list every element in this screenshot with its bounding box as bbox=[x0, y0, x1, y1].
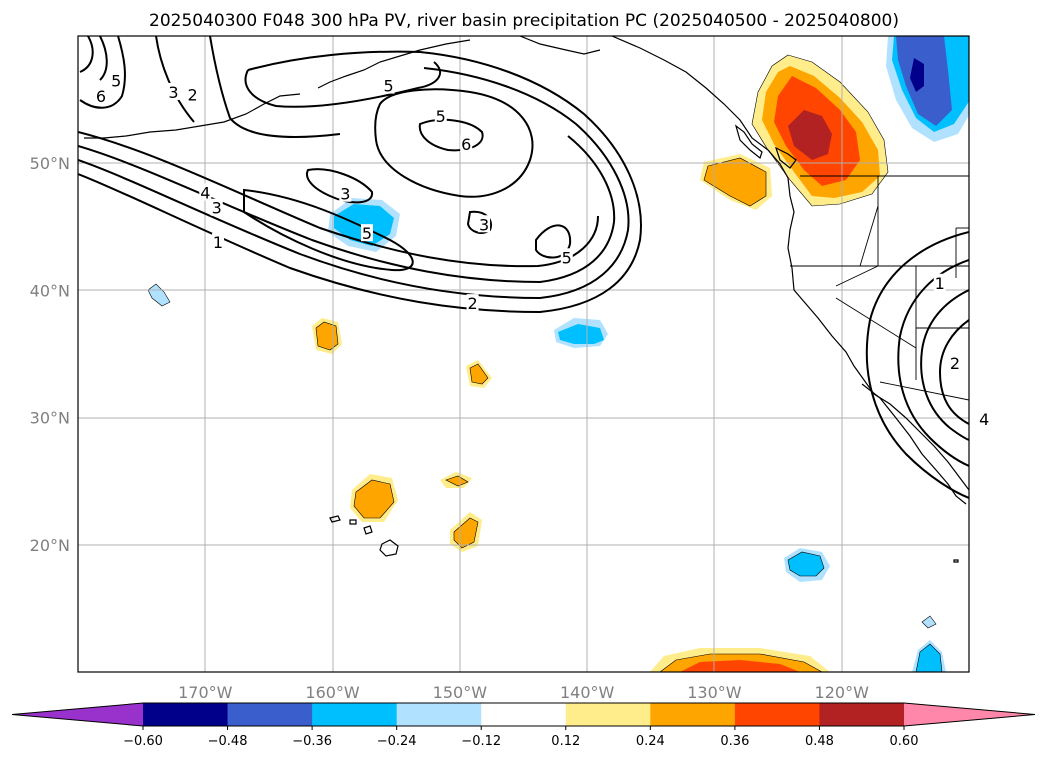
lon-tick-label: 170°W bbox=[178, 683, 233, 702]
pv-contour-label: 1 bbox=[213, 233, 223, 252]
contour-label-bg bbox=[167, 82, 180, 100]
colorbar-extend-low bbox=[12, 703, 143, 726]
contour-label-bg bbox=[933, 273, 946, 291]
pv-contour-label: 4 bbox=[200, 183, 210, 202]
contour-label-bg bbox=[110, 71, 123, 89]
lat-tick-label: 40°N bbox=[30, 281, 70, 300]
precip-positive-region bbox=[469, 363, 489, 385]
pv-contour-label: 6 bbox=[96, 87, 106, 106]
contour-label-bg bbox=[360, 224, 373, 242]
colorbar-bin bbox=[819, 703, 905, 726]
map-area bbox=[78, 36, 969, 672]
colorbar-tick-label: 0.60 bbox=[890, 734, 919, 749]
contour-label-bg bbox=[478, 215, 491, 233]
pv-contour-label: 2 bbox=[950, 354, 960, 373]
precip-negative-region bbox=[558, 324, 604, 344]
colorbar bbox=[11, 702, 1036, 727]
pv-contour-label: 3 bbox=[340, 185, 350, 204]
precip-positive-region bbox=[788, 110, 832, 160]
precip-positive-region bbox=[315, 321, 339, 351]
precip-shading bbox=[147, 36, 969, 672]
latitude-tick-labels: 20°N 30°N 40°N 50°N bbox=[30, 154, 70, 555]
colorbar-tick-label: −0.36 bbox=[292, 734, 332, 749]
colorbar-tick-label: −0.24 bbox=[377, 734, 417, 749]
pv-contour-label: 5 bbox=[562, 248, 572, 267]
colorbar-bin bbox=[143, 703, 229, 726]
precip-negative-region bbox=[910, 58, 924, 92]
lon-tick-label: 140°W bbox=[560, 683, 615, 702]
colorbar-bin bbox=[481, 703, 567, 726]
graticule bbox=[78, 36, 969, 672]
contour-label-bg bbox=[212, 233, 225, 251]
lat-tick-label: 50°N bbox=[30, 154, 70, 173]
pv-contour-label: 6 bbox=[461, 135, 471, 154]
contour-label-bg bbox=[210, 198, 223, 216]
pv-contour-label: 2 bbox=[467, 294, 477, 313]
lat-tick-label: 30°N bbox=[30, 409, 70, 428]
figure-title: 2025040300 F048 300 hPa PV, river basin … bbox=[149, 11, 899, 31]
precip-positive-region bbox=[353, 479, 395, 519]
contour-label-bg bbox=[978, 409, 991, 427]
contour-label-bg bbox=[186, 85, 199, 103]
colorbar-tick-label: 0.36 bbox=[720, 734, 749, 749]
contour-label-bg bbox=[434, 107, 447, 125]
contour-label-bg bbox=[460, 135, 473, 153]
colorbar-bin bbox=[650, 703, 736, 726]
contour-label-bg bbox=[560, 248, 573, 266]
colorbar-bin bbox=[227, 703, 313, 726]
precip-positive-region bbox=[680, 660, 800, 672]
colorbar-tick-label: 0.12 bbox=[551, 734, 580, 749]
colorbar-extend-high bbox=[904, 703, 1035, 726]
colorbar-tick-label: 0.24 bbox=[636, 734, 665, 749]
lon-tick-label: 150°W bbox=[433, 683, 488, 702]
pv-contour-label: 5 bbox=[383, 77, 393, 96]
precip-negative-region bbox=[147, 283, 171, 307]
pv-contour-label: 3 bbox=[168, 83, 178, 102]
contour-label-bg bbox=[94, 86, 107, 104]
coastlines bbox=[84, 36, 969, 563]
precip-negative-region bbox=[915, 643, 943, 672]
contour-label-bg bbox=[382, 76, 395, 94]
lat-tick-label: 20°N bbox=[30, 536, 70, 555]
colorbar-bin bbox=[396, 703, 482, 726]
colorbar-tick-labels: −0.60 −0.48 −0.36 −0.24 −0.12 0.12 0.24 0.36 0.4… bbox=[123, 726, 918, 749]
longitude-tick-labels: 170°W 160°W 150°W 140°W 130°W 120°W bbox=[178, 683, 869, 702]
pv-contour-label: 3 bbox=[212, 199, 222, 218]
pv-contour-label: 5 bbox=[362, 224, 372, 243]
lon-tick-label: 120°W bbox=[815, 683, 870, 702]
colorbar-tick-label: −0.48 bbox=[208, 734, 248, 749]
colorbar-tick-label: 0.48 bbox=[805, 734, 834, 749]
pv-contour-label: 4 bbox=[979, 410, 989, 429]
pv-contour-label: 3 bbox=[479, 215, 489, 234]
colorbar-bin bbox=[312, 703, 398, 726]
precip-positive-region bbox=[703, 157, 767, 207]
contour-label-bg bbox=[466, 294, 479, 312]
precip-positive-region bbox=[445, 475, 469, 487]
contour-label-bg bbox=[339, 184, 352, 202]
pv-contour-label: 5 bbox=[436, 107, 446, 126]
map-frame bbox=[77, 35, 970, 673]
contour-label-bg bbox=[948, 353, 961, 371]
lon-tick-label: 130°W bbox=[687, 683, 742, 702]
colorbar-tick-label: −0.60 bbox=[123, 734, 163, 749]
colorbar-tick-label: −0.12 bbox=[461, 734, 501, 749]
pv-contour-label: 5 bbox=[111, 72, 121, 91]
contour-label-bg bbox=[199, 183, 212, 201]
lon-tick-label: 160°W bbox=[305, 683, 360, 702]
precip-negative-region bbox=[787, 551, 825, 577]
colorbar-bin bbox=[565, 703, 651, 726]
colorbar-bin bbox=[734, 703, 820, 726]
pv-contour-label: 2 bbox=[187, 86, 197, 105]
pv-contour-label: 1 bbox=[935, 274, 945, 293]
precip-negative-region bbox=[921, 615, 937, 629]
